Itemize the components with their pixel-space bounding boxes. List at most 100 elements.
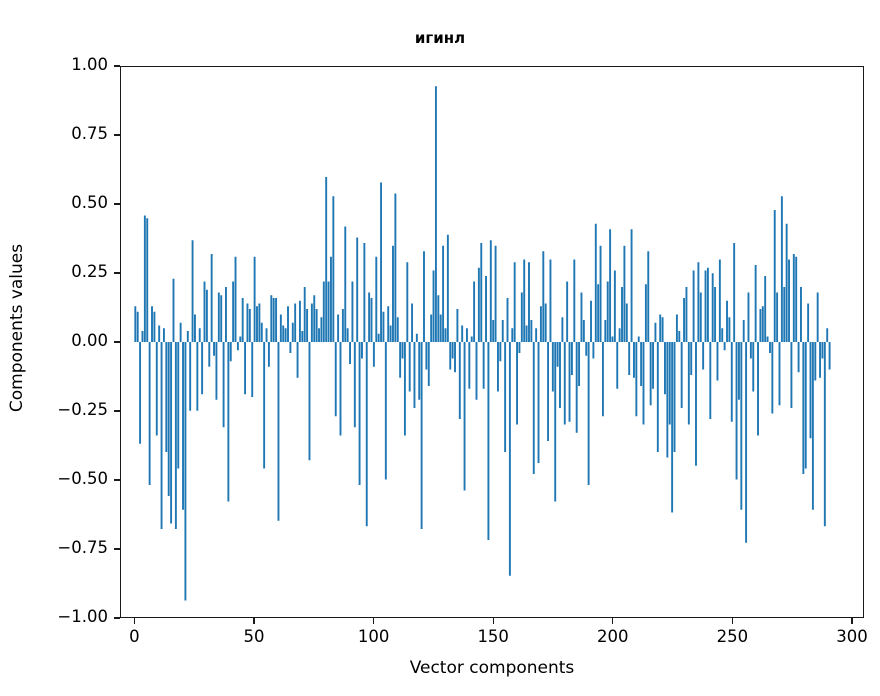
y-tick-mark (114, 548, 120, 550)
bar (337, 314, 340, 342)
bar (592, 342, 595, 359)
bar (298, 300, 301, 342)
bar (690, 342, 693, 375)
bar (754, 265, 757, 342)
bar (444, 328, 447, 342)
y-tick-label: −1.00 (57, 607, 108, 626)
y-tick-label: −0.25 (57, 400, 108, 419)
bar (819, 342, 822, 378)
bar (148, 342, 151, 486)
y-tick-mark (114, 134, 120, 136)
bar (477, 267, 480, 342)
x-tick-label: 100 (357, 627, 390, 646)
bar (587, 342, 590, 486)
bar (580, 292, 583, 342)
bar (644, 284, 647, 342)
bar (618, 328, 621, 342)
bar (556, 342, 559, 367)
plot-area (121, 67, 863, 617)
y-tick-label: 0.50 (71, 193, 108, 212)
x-axis-label: Vector components (409, 658, 575, 678)
bar (363, 243, 366, 342)
bar (368, 292, 371, 342)
bar (174, 342, 177, 529)
bar (260, 322, 263, 342)
bar (821, 342, 824, 359)
bar (790, 342, 793, 408)
bar (430, 314, 433, 342)
bar (270, 295, 273, 342)
bar (704, 270, 707, 342)
bar (780, 196, 783, 342)
bar (599, 245, 602, 342)
bar (504, 342, 507, 452)
bar (201, 342, 204, 395)
bar (492, 320, 495, 342)
bar (456, 309, 459, 342)
bar (265, 328, 268, 342)
bar (766, 336, 769, 342)
y-tick-mark (114, 410, 120, 412)
y-tick-label: 0.00 (71, 331, 108, 350)
bar (213, 342, 215, 356)
bar (210, 254, 213, 342)
bar (344, 226, 347, 342)
bar (184, 342, 187, 601)
bar (604, 320, 607, 342)
bar (692, 270, 695, 342)
bar (768, 342, 771, 353)
bar (800, 287, 802, 342)
bar (432, 270, 435, 342)
bar (327, 281, 330, 342)
bar (616, 342, 619, 389)
bar (730, 342, 733, 422)
bar (532, 342, 535, 474)
x-tick-mark (851, 618, 853, 624)
bar (170, 342, 173, 524)
bar (611, 336, 614, 342)
bar (370, 298, 373, 342)
bar (489, 240, 492, 342)
bar (745, 342, 748, 543)
bar (647, 251, 650, 342)
bar (451, 342, 454, 359)
bar (468, 342, 471, 389)
bar (301, 331, 304, 342)
bar (234, 256, 237, 342)
bar (561, 317, 564, 342)
x-tick-mark (492, 618, 494, 624)
bar (403, 342, 406, 436)
bar (747, 292, 750, 342)
bar (721, 328, 724, 342)
bar (232, 281, 235, 342)
bar (802, 342, 805, 474)
bar (162, 328, 165, 342)
bar (418, 342, 421, 400)
bar (797, 342, 800, 373)
bar-series (134, 86, 831, 601)
bar (177, 342, 180, 469)
bar (365, 342, 368, 527)
bar (372, 342, 375, 367)
bar (143, 215, 146, 342)
bar (508, 342, 511, 576)
bar (511, 328, 514, 342)
bar (146, 218, 149, 342)
bar (449, 342, 452, 370)
y-tick-mark (114, 479, 120, 481)
x-tick-label: 150 (477, 627, 509, 646)
bar (749, 342, 752, 359)
y-tick-mark (114, 341, 120, 343)
x-tick-mark (133, 618, 135, 624)
bar (687, 342, 690, 425)
x-tick-label: 50 (243, 627, 265, 646)
bar (215, 342, 218, 400)
bar (308, 342, 311, 461)
bar (759, 309, 762, 342)
bar (284, 328, 287, 342)
bar (697, 262, 700, 342)
bar (513, 262, 516, 342)
bar (539, 306, 542, 342)
bar (446, 234, 449, 342)
bar (590, 300, 592, 342)
